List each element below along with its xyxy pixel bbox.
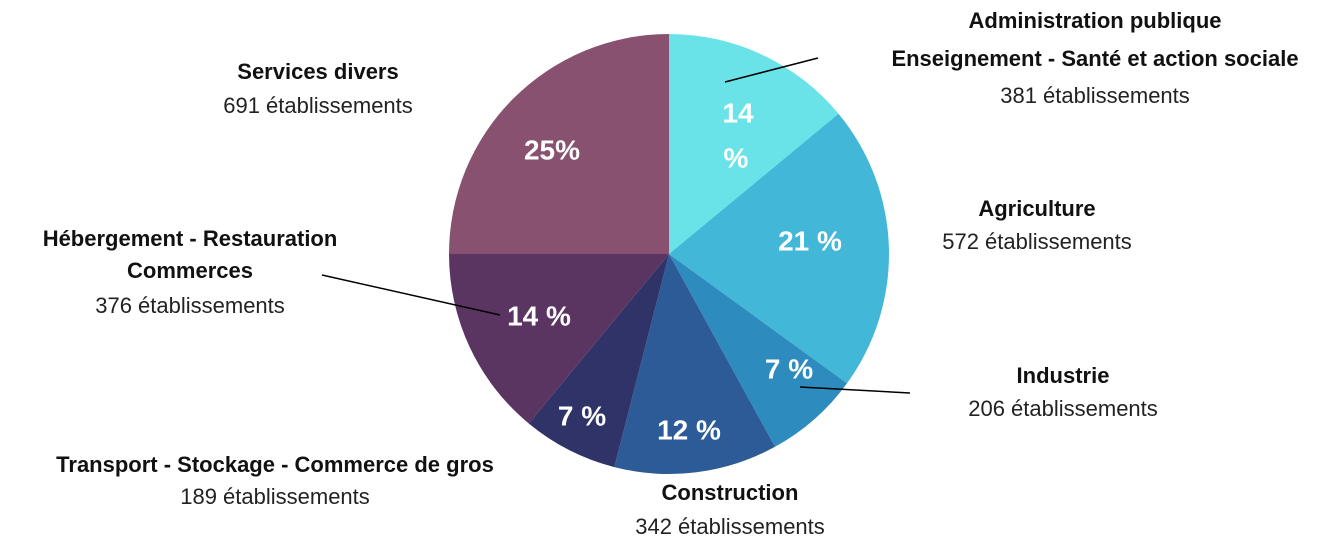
category-label: Agriculture: [978, 196, 1095, 221]
leader-line: [799, 386, 911, 394]
pie-slice: [449, 34, 669, 254]
category-count: 376 établissements: [95, 293, 285, 318]
category-label: Services divers: [237, 59, 398, 84]
category-label: Enseignement - Santé et action sociale: [891, 46, 1298, 71]
pie-slice: [669, 34, 839, 254]
category-label: Commerces: [127, 258, 253, 283]
value-label: 7 %: [765, 353, 813, 384]
pie-slice: [614, 254, 775, 474]
leader-line: [724, 57, 819, 83]
value-label: %: [724, 142, 749, 173]
pie-slice: [669, 254, 847, 447]
pie-slice: [669, 113, 889, 384]
category-count: 572 établissements: [942, 229, 1132, 254]
category-count: 206 établissements: [968, 396, 1158, 421]
value-label: 12 %: [657, 414, 721, 445]
category-count: 691 établissements: [223, 93, 413, 118]
value-label: 21 %: [778, 225, 842, 256]
category-count: 342 établissements: [635, 514, 825, 539]
category-label: Hébergement - Restauration: [43, 226, 338, 251]
pie-slice: [528, 254, 669, 468]
value-label: 7 %: [558, 400, 606, 431]
category-label: Industrie: [1017, 363, 1110, 388]
value-label: 14 %: [507, 300, 571, 331]
category-label: Transport - Stockage - Commerce de gros: [56, 452, 494, 477]
value-label: 25%: [524, 134, 580, 165]
category-label: Construction: [662, 480, 799, 505]
category-label: Administration publique: [969, 8, 1222, 33]
category-count: 189 établissements: [180, 484, 370, 509]
pie-slice: [449, 254, 669, 424]
leader-line: [321, 274, 501, 316]
value-label: 14: [722, 97, 754, 128]
category-count: 381 établissements: [1000, 83, 1190, 108]
